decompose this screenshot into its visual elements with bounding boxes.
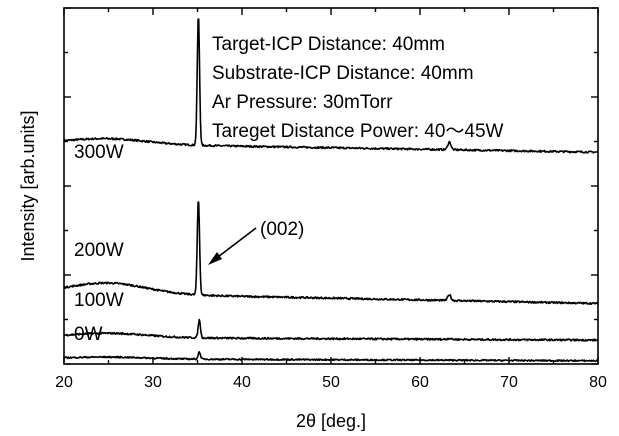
x-axis-title: 2θ [deg.] — [296, 411, 366, 431]
axis-ticks — [63, 7, 599, 365]
plot-frame — [63, 7, 599, 365]
x-tick-label: 20 — [55, 374, 73, 391]
x-tick-label: 70 — [500, 374, 518, 391]
series-label-100w: 100W — [74, 290, 124, 311]
x-tick-label: 40 — [233, 374, 251, 391]
x-tick-label: 30 — [144, 374, 162, 391]
annotation-ar-pressure: Ar Pressure: 30mTorr — [212, 92, 393, 113]
series-label-0w: 0W — [74, 324, 103, 345]
x-tick-label: 60 — [411, 374, 429, 391]
series-line-100w — [63, 318, 599, 342]
peak-label-002: (002) — [260, 219, 304, 240]
annotation-substrate-icp: Substrate-ICP Distance: 40mm — [212, 63, 474, 84]
series-line-0w — [63, 351, 599, 363]
x-tick-label: 50 — [322, 374, 340, 391]
axis-tick-labels: 20 30 40 50 60 70 80 — [55, 374, 607, 391]
annotation-target-power: Tareget Distance Power: 40〜45W — [212, 121, 504, 142]
series-lines — [63, 18, 599, 363]
series-label-200w: 200W — [74, 240, 124, 261]
y-axis-title: Intensity [arb.units] — [18, 110, 38, 261]
series-label-300w: 300W — [74, 142, 124, 163]
peak-arrow — [208, 227, 257, 265]
x-tick-label: 80 — [589, 374, 607, 391]
annotation-target-icp: Target-ICP Distance: 40mm — [212, 34, 445, 55]
series-line-200w — [63, 201, 599, 305]
series-line-300w — [63, 18, 599, 154]
